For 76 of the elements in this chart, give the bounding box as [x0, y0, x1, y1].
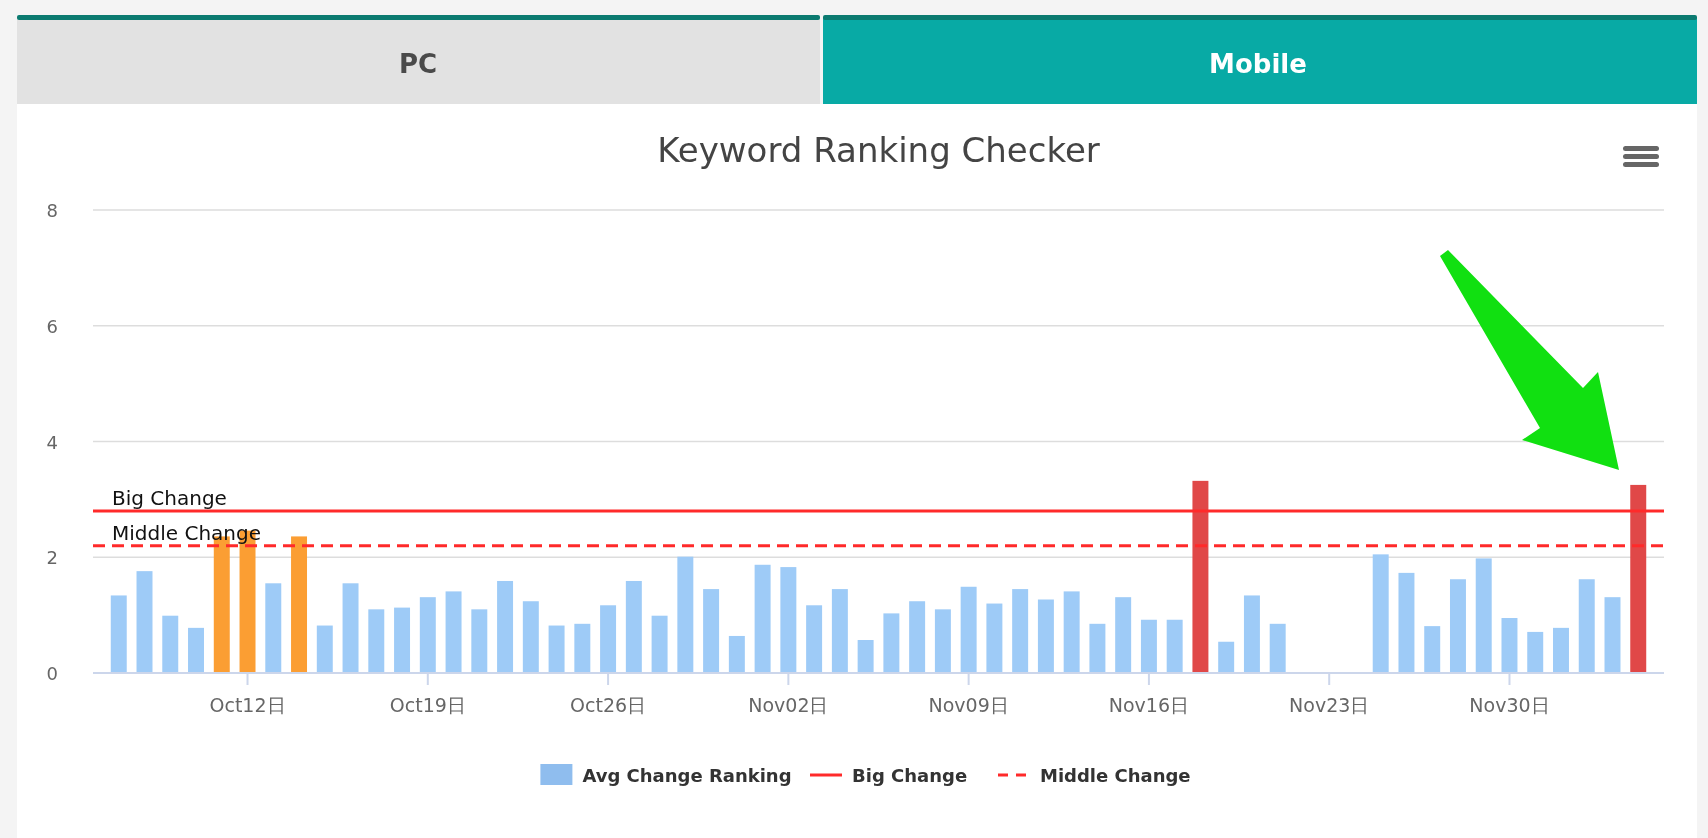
bar	[1475, 558, 1492, 673]
bar	[291, 536, 308, 673]
x-tick-label: Oct19日	[389, 694, 466, 716]
bar	[651, 615, 668, 673]
text: PC	[398, 49, 438, 79]
bar	[394, 607, 411, 673]
bar	[883, 613, 900, 673]
bar	[1449, 579, 1466, 673]
bar	[1037, 599, 1054, 673]
bar	[1140, 619, 1157, 673]
bar	[703, 589, 720, 673]
bar	[1578, 579, 1595, 673]
bar	[600, 605, 617, 673]
bar	[1089, 623, 1106, 673]
x-tick-label: Oct26日	[570, 694, 647, 716]
bar	[1527, 631, 1544, 673]
bar	[806, 605, 823, 673]
bar	[754, 564, 771, 673]
bar	[522, 601, 539, 673]
bar	[1012, 589, 1029, 673]
bar	[548, 625, 565, 673]
bar	[986, 603, 1003, 673]
bar	[471, 609, 488, 673]
x-tick-label: Nov16日	[1108, 694, 1190, 716]
bar	[1218, 641, 1235, 673]
bar	[1630, 484, 1647, 673]
y-tick-label: 6	[46, 315, 58, 337]
x-tick-label: Nov02日	[748, 694, 829, 716]
y-tick-label: 0	[46, 663, 58, 684]
ref-line-label: Middle Change	[112, 520, 261, 545]
x-tick-label: Nov09日	[928, 694, 1009, 716]
x-tick-label: Oct12日	[209, 694, 286, 716]
bar	[497, 580, 514, 673]
bar	[1372, 554, 1389, 673]
chart-title: Keyword Ranking Checker	[657, 130, 1100, 170]
bar	[1424, 626, 1441, 673]
bar	[110, 595, 127, 673]
x-tick-label: Nov23日	[1289, 694, 1370, 716]
bar	[677, 556, 694, 673]
bar	[1166, 619, 1183, 673]
x-tick-label: Nov30日	[1469, 694, 1550, 716]
bar	[419, 597, 436, 673]
y-tick-label: 2	[46, 547, 58, 569]
y-tick-label: 8	[46, 200, 58, 221]
bar	[625, 580, 642, 673]
text: Middle Change	[1040, 765, 1191, 786]
bar	[316, 625, 333, 673]
bar	[1553, 627, 1569, 673]
bar	[1192, 480, 1209, 673]
bar	[1604, 597, 1621, 673]
bar	[1398, 572, 1415, 673]
bar	[265, 583, 282, 673]
ref-line-label: Big Change	[112, 485, 227, 510]
bar	[831, 589, 848, 673]
bar	[136, 571, 153, 673]
bar	[857, 640, 874, 673]
bar	[188, 627, 204, 673]
bar	[342, 583, 359, 673]
bar	[162, 615, 179, 673]
bar	[445, 591, 462, 673]
bar	[960, 586, 977, 673]
bar	[1501, 618, 1518, 673]
bar	[728, 635, 745, 673]
y-tick-label: 4	[46, 431, 58, 453]
legend-label: Avg Change Ranking	[582, 765, 792, 786]
text: Big Change	[852, 765, 968, 786]
bar	[1115, 597, 1132, 673]
bar	[574, 623, 591, 673]
bar	[1243, 595, 1260, 673]
bar	[909, 601, 926, 673]
bar	[1063, 591, 1080, 673]
text: Mobile	[1209, 49, 1307, 79]
bar	[368, 609, 385, 673]
bar	[1269, 623, 1286, 673]
bar	[934, 609, 951, 673]
bar	[780, 567, 797, 673]
